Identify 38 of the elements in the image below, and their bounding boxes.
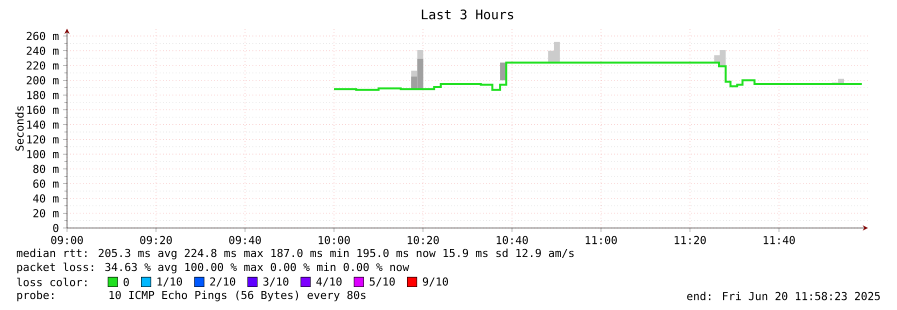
text: 10 ICMP Echo Pings (56 Bytes) every 80s [110,290,366,302]
chart-title: Last 3 Hours [422,10,514,20]
legend-label: 5/10 [370,277,395,287]
legend-label: 4/10 [316,277,342,287]
y-axis-title: Seconds [15,106,24,151]
y-tick-label: 20 m [33,209,59,218]
y-tick-label: 80 m [33,164,59,174]
legend-label: 9/10 [422,277,448,287]
legend-label: 0 [124,278,129,286]
y-tick-label: 240 m [26,46,59,55]
x-tick-label: 10:00 [318,236,350,244]
x-tick-label: 09:40 [229,236,261,244]
y-tick-label: 0 [53,224,58,232]
legend-label: 2/10 [210,277,236,287]
x-tick-label: 11:20 [674,236,706,244]
x-tick-label: 10:20 [408,236,439,244]
y-tick-label: 120 m [27,135,59,144]
y-tick-label: 200 m [26,76,59,84]
y-tick-label: 220 m [26,61,59,70]
y-tick-label: 180 m [27,90,59,100]
y-tick-label: 260 m [26,32,59,40]
text: packet loss: 34.63 % avg 100.00 % max 0.00 % min 0.00 % now [17,262,410,274]
x-tick-label: 11:00 [586,236,617,244]
legend-title: loss color: [17,278,86,286]
legend-label: 3/10 [263,277,288,287]
y-tick-label: 40 m [33,194,59,203]
x-tick-label: 10:40 [496,236,528,244]
x-tick-label: 09:20 [140,236,172,244]
text: end: Fri Jun 20 11:58:23 2025 [687,292,880,300]
y-tick-label: 140 m [27,120,59,129]
text: probe: [17,290,54,302]
y-tick-label: 100 m [27,150,59,158]
y-tick-label: 60 m [33,180,59,188]
y-tick-label: 160 m [27,106,59,114]
text: median rtt: 205.3 ms avg 224.8 ms max 187.0 ms min 195.0 ms now 15.9 ms sd 12.9 am/s [16,248,574,260]
x-tick-label: 09:00 [51,236,83,244]
legend-label: 1/10 [158,277,182,287]
x-tick-label: 11:40 [764,236,795,244]
